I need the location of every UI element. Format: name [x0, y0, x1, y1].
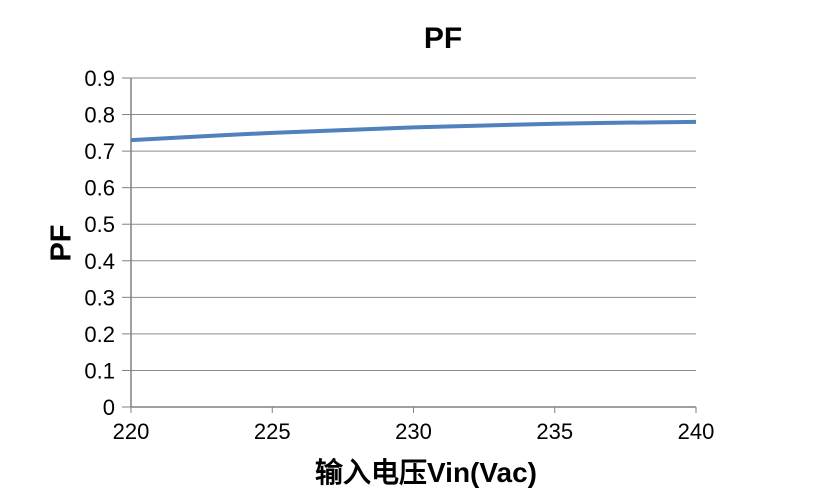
- series-line-pf: [130, 119, 697, 143]
- x-tick-label: 235: [536, 419, 573, 444]
- x-tick-label: 240: [678, 419, 715, 444]
- y-tick-label: 0.9: [84, 66, 115, 91]
- y-tick-label: 0.2: [84, 322, 115, 347]
- y-tick-label: 0.3: [84, 285, 115, 310]
- y-tick-label: 0.8: [84, 103, 115, 128]
- x-tick-label: 230: [395, 419, 432, 444]
- y-tick-label: 0.4: [84, 249, 115, 274]
- x-tick-label: 220: [113, 419, 150, 444]
- y-tick-label: 0.6: [84, 176, 115, 201]
- y-tick-label: 0.5: [84, 212, 115, 237]
- y-tick-label: 0: [103, 395, 115, 420]
- chart-title: PF: [423, 22, 463, 55]
- y-tick-label: 0.7: [84, 139, 115, 164]
- x-axis-title: 输入电压Vin(Vac): [315, 457, 537, 488]
- y-tick-label: 0.1: [84, 358, 115, 383]
- y-axis-title: PF: [45, 224, 78, 262]
- x-tick-label: 225: [254, 419, 291, 444]
